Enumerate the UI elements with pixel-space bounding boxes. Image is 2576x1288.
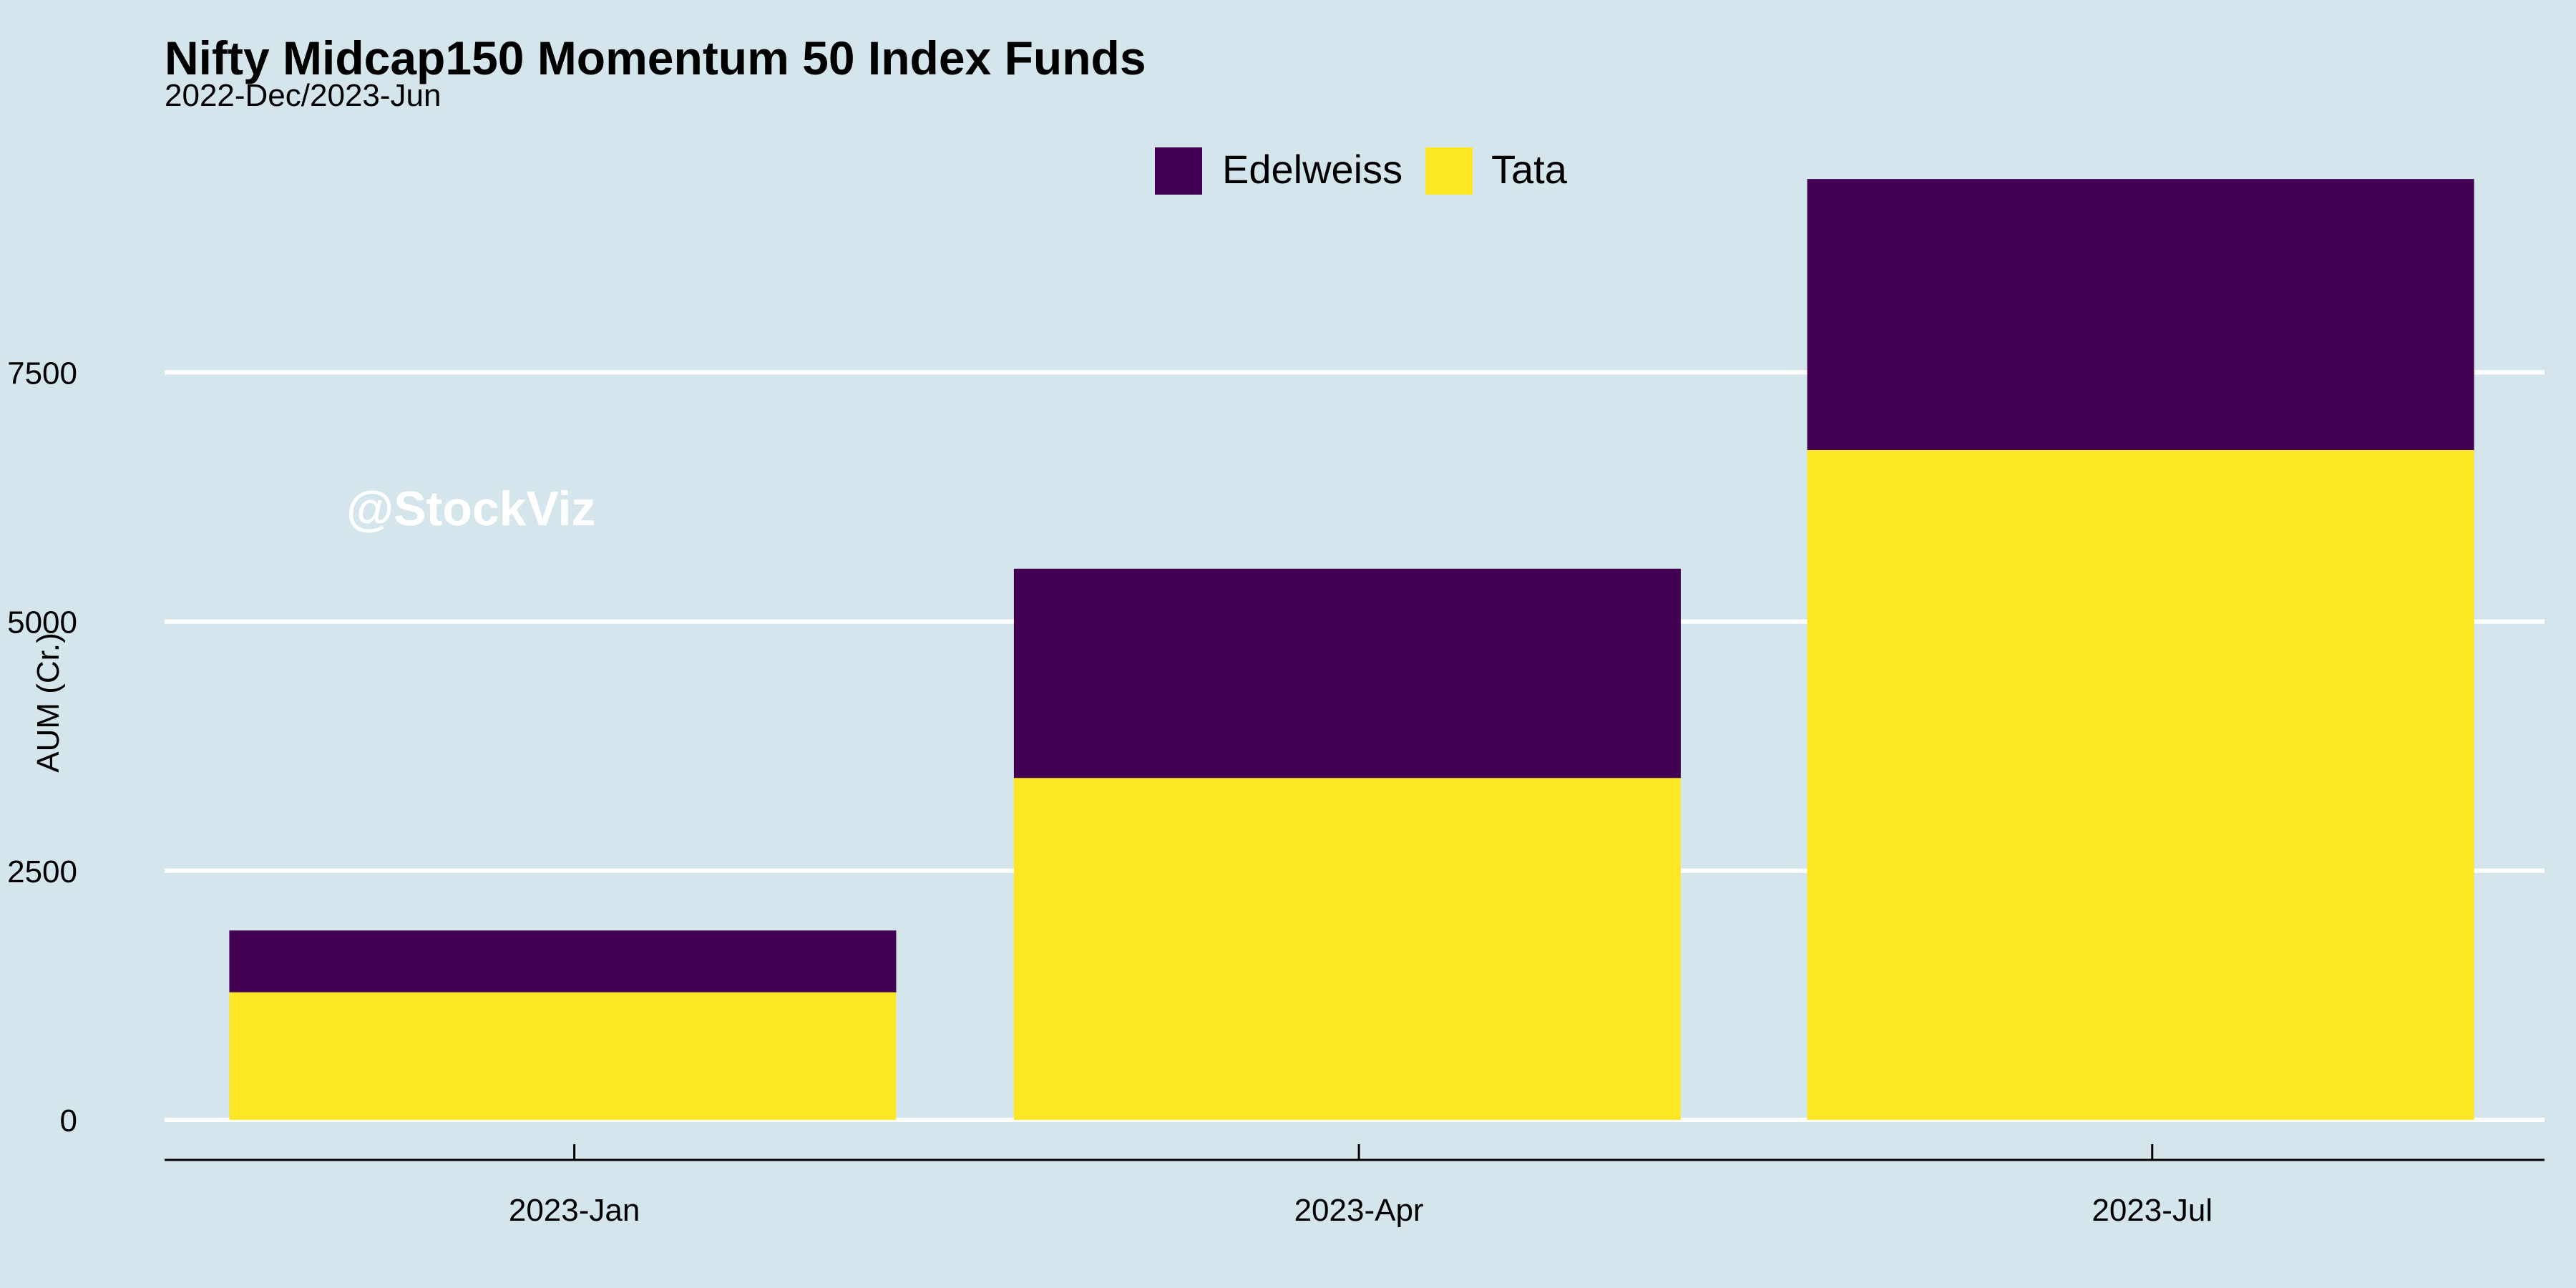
legend-label-tata: Tata — [1491, 147, 1568, 192]
y-tick-label: 7500 — [7, 356, 77, 391]
chart-title: Nifty Midcap150 Momentum 50 Index Funds — [165, 31, 1146, 84]
watermark: @StockViz — [346, 482, 596, 536]
bar-edelweiss-0 — [229, 930, 897, 992]
x-axis: 2023-Jan 2023-Apr 2023-Jul — [165, 1144, 2545, 1228]
legend-swatch-tata — [1425, 147, 1473, 195]
y-axis-label: AUM (Cr.) — [31, 633, 66, 773]
y-tick-label: 2500 — [7, 854, 77, 889]
y-tick-label: 5000 — [7, 605, 77, 640]
y-axis: 0 2500 5000 7500 — [7, 356, 77, 1138]
legend-label-edelweiss: Edelweiss — [1222, 147, 1402, 192]
bar-tata-1 — [1013, 778, 1681, 1120]
x-tick-label: 2023-Apr — [1294, 1193, 1424, 1228]
legend: Edelweiss Tata — [1155, 147, 1568, 195]
legend-swatch-edelweiss — [1155, 147, 1202, 195]
bars — [229, 179, 2474, 1120]
bar-tata-2 — [1807, 450, 2474, 1120]
y-tick-label: 0 — [60, 1103, 77, 1138]
bar-edelweiss-1 — [1013, 568, 1681, 779]
bar-tata-0 — [229, 992, 897, 1120]
x-tick-label: 2023-Jul — [2092, 1193, 2212, 1228]
x-tick-label: 2023-Jan — [509, 1193, 640, 1228]
chart-subtitle: 2022-Dec/2023-Jun — [165, 78, 441, 113]
bar-edelweiss-2 — [1807, 179, 2474, 450]
